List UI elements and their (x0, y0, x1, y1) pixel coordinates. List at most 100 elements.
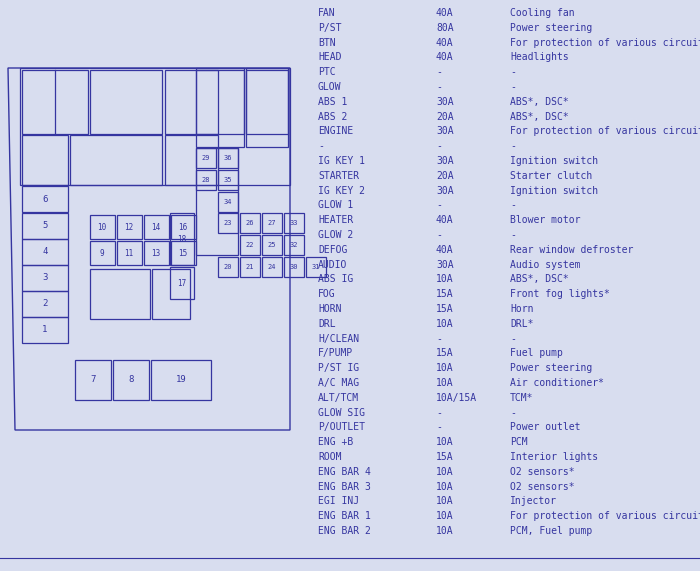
Text: -: - (510, 141, 516, 151)
Text: 27: 27 (267, 220, 276, 226)
Bar (22, 239, 68, 265)
Text: Rear window defroster: Rear window defroster (510, 245, 634, 255)
Text: 10A: 10A (436, 511, 454, 521)
Bar (22, 213, 68, 239)
Bar (152, 269, 190, 319)
Text: A/C MAG: A/C MAG (318, 378, 359, 388)
Text: 32: 32 (290, 242, 298, 248)
Text: GLOW: GLOW (318, 82, 342, 92)
Text: 80A: 80A (436, 23, 454, 33)
Text: PCM: PCM (510, 437, 528, 447)
Bar (218, 170, 238, 190)
Text: 8: 8 (128, 376, 134, 384)
Text: HEATER: HEATER (318, 215, 354, 225)
Text: For protection of various circuits: For protection of various circuits (510, 511, 700, 521)
Text: 30A: 30A (436, 156, 454, 166)
Text: 33: 33 (290, 220, 298, 226)
Bar (70, 135, 162, 185)
Text: 15A: 15A (436, 289, 454, 299)
Text: 1: 1 (42, 325, 48, 335)
Text: 6: 6 (42, 195, 48, 203)
Bar (20, 68, 290, 185)
Bar (170, 267, 194, 299)
Text: For protection of various circuits: For protection of various circuits (510, 126, 700, 136)
Text: Cooling fan: Cooling fan (510, 8, 575, 18)
Text: 22: 22 (246, 242, 254, 248)
Text: Power steering: Power steering (510, 23, 592, 33)
Text: -: - (510, 333, 516, 344)
Bar (22, 70, 88, 134)
Text: ENG +B: ENG +B (318, 437, 354, 447)
Bar (284, 235, 304, 255)
Text: 20A: 20A (436, 171, 454, 181)
Text: 4: 4 (42, 247, 48, 256)
Text: 3: 3 (42, 274, 48, 283)
Bar (90, 215, 115, 239)
Text: 29: 29 (202, 155, 210, 161)
Text: H/CLEAN: H/CLEAN (318, 333, 359, 344)
Text: Front fog lights*: Front fog lights* (510, 289, 610, 299)
Text: 30A: 30A (436, 97, 454, 107)
Text: P/ST: P/ST (318, 23, 342, 33)
Text: F/PUMP: F/PUMP (318, 348, 354, 359)
Text: 10A: 10A (436, 437, 454, 447)
Text: 20A: 20A (436, 111, 454, 122)
Text: 18: 18 (177, 235, 187, 243)
Text: Ignition switch: Ignition switch (510, 186, 598, 196)
Text: 30A: 30A (436, 126, 454, 136)
Bar (90, 241, 115, 265)
Text: 10A: 10A (436, 319, 454, 329)
Text: Air conditioner*: Air conditioner* (510, 378, 604, 388)
Text: -: - (510, 408, 516, 417)
Text: O2 sensors*: O2 sensors* (510, 467, 575, 477)
Text: DRL: DRL (318, 319, 335, 329)
Bar (113, 360, 149, 400)
Text: PCM, Fuel pump: PCM, Fuel pump (510, 526, 592, 536)
Text: Fuel pump: Fuel pump (510, 348, 563, 359)
Text: 21: 21 (246, 264, 254, 270)
Text: 23: 23 (224, 220, 232, 226)
Text: ENG BAR 3: ENG BAR 3 (318, 481, 371, 492)
Bar (218, 257, 238, 277)
Bar (262, 257, 282, 277)
Text: 19: 19 (176, 376, 186, 384)
Text: 2: 2 (42, 300, 48, 308)
Text: 10A: 10A (436, 496, 454, 506)
Text: -: - (436, 230, 442, 240)
Bar (218, 213, 238, 233)
Bar (196, 148, 216, 168)
Bar (117, 241, 142, 265)
Text: 10A: 10A (436, 275, 454, 284)
Text: ENG BAR 4: ENG BAR 4 (318, 467, 371, 477)
Bar (75, 360, 111, 400)
Text: 15: 15 (178, 248, 188, 258)
Text: Power outlet: Power outlet (510, 423, 580, 432)
Text: 28: 28 (202, 177, 210, 183)
Text: P/ST IG: P/ST IG (318, 363, 359, 373)
Text: 16: 16 (178, 223, 188, 231)
Text: 10A/15A: 10A/15A (436, 393, 477, 403)
Text: -: - (510, 67, 516, 77)
Text: DEFOG: DEFOG (318, 245, 347, 255)
Text: -: - (436, 67, 442, 77)
Bar (171, 241, 196, 265)
Text: 10A: 10A (436, 363, 454, 373)
Text: 40A: 40A (436, 215, 454, 225)
Text: BTN: BTN (318, 38, 335, 47)
Bar (240, 235, 260, 255)
Text: 15A: 15A (436, 452, 454, 462)
Bar (246, 68, 288, 147)
Bar (170, 213, 194, 265)
Text: 14: 14 (151, 223, 160, 231)
Text: P/OUTLET: P/OUTLET (318, 423, 365, 432)
Text: ENG BAR 1: ENG BAR 1 (318, 511, 371, 521)
Text: 40A: 40A (436, 8, 454, 18)
Text: -: - (318, 141, 324, 151)
Bar (22, 265, 68, 291)
Bar (165, 135, 218, 185)
Text: ABS*, DSC*: ABS*, DSC* (510, 275, 568, 284)
Text: 36: 36 (224, 155, 232, 161)
Text: 15A: 15A (436, 304, 454, 314)
Bar (144, 215, 169, 239)
Text: 13: 13 (151, 248, 160, 258)
